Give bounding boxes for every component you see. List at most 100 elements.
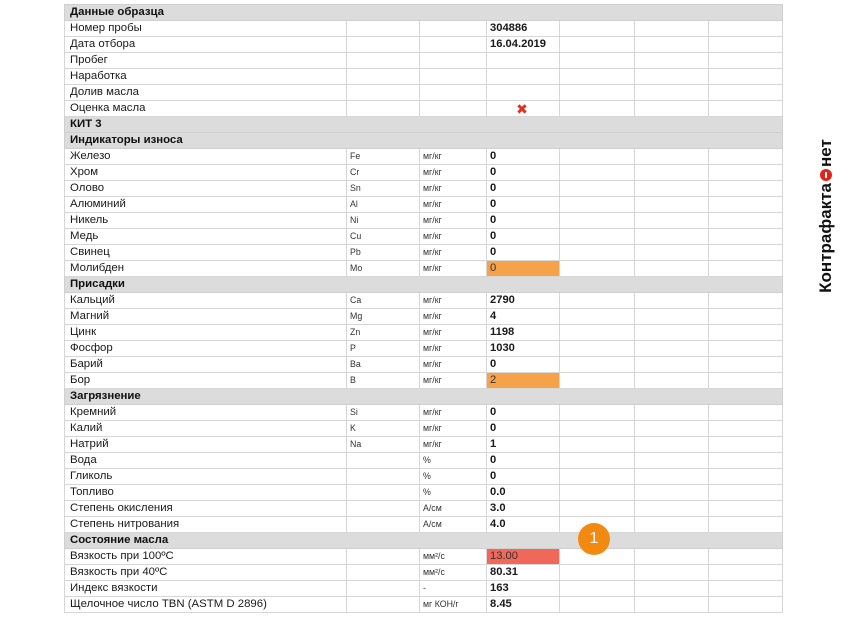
element-symbol: Cu	[346, 228, 420, 245]
table-row: Вода% 0	[64, 452, 784, 469]
value-cell: 8.45	[486, 596, 560, 613]
value-cell: 0	[486, 356, 560, 373]
table-row: Магний Mg мг/кг 4	[64, 308, 784, 325]
empty-cell	[559, 324, 635, 341]
parameter-name: Вода	[64, 452, 347, 469]
element-symbol	[346, 484, 420, 501]
empty-cell	[559, 292, 635, 309]
table-row: Вязкость при 40ºC мм²/с 80.31	[64, 564, 784, 581]
unit-cell: мг/кг	[419, 324, 487, 341]
value-cell: 163	[486, 580, 560, 597]
value-cell	[486, 52, 560, 69]
empty-cell	[559, 196, 635, 213]
table-row: Дата отбора 16.04.2019	[64, 36, 784, 53]
unit-cell: %	[419, 468, 487, 485]
empty-cell	[559, 468, 635, 485]
table-row: Степень окисления А/см 3.0	[64, 500, 784, 517]
empty-cell	[634, 548, 709, 565]
parameter-name: Цинк	[64, 324, 347, 341]
parameter-name: Оценка масла	[64, 100, 347, 117]
parameter-name: Дата отбора	[64, 36, 347, 53]
unit-cell: %	[419, 484, 487, 501]
watermark-text-right: нет	[816, 139, 835, 168]
table-row: Вязкость при 100ºC мм²/с 13.00	[64, 548, 784, 565]
watermark-text-left: Контрафакта	[816, 183, 835, 293]
value-cell: 0	[486, 148, 560, 165]
empty-cell	[707, 548, 784, 565]
unit-cell: мм²/с	[419, 564, 487, 581]
parameter-name: Наработка	[64, 68, 347, 85]
element-symbol: Zn	[346, 324, 420, 341]
empty-cell	[634, 164, 709, 181]
empty-cell	[559, 36, 635, 53]
empty-cell	[707, 516, 784, 533]
section-title: Данные образца	[63, 4, 784, 21]
empty-cell	[707, 164, 784, 181]
table-row: Свинец Pb мг/кг 0	[64, 244, 784, 261]
empty-cell	[634, 244, 709, 261]
element-symbol: Al	[346, 196, 420, 213]
empty-cell	[634, 308, 709, 325]
empty-cell	[707, 52, 784, 69]
empty-cell	[559, 260, 635, 277]
unit-cell	[419, 52, 487, 69]
parameter-name: Свинец	[64, 244, 347, 261]
value-cell	[486, 68, 560, 85]
value-cell: ✖	[486, 100, 560, 117]
empty-cell	[559, 244, 635, 261]
element-symbol: Fe	[346, 148, 420, 165]
empty-cell	[634, 260, 709, 277]
empty-cell	[559, 308, 635, 325]
section-header-row: Присадки	[63, 276, 784, 293]
unit-cell: мг/кг	[419, 164, 487, 181]
element-symbol: Ba	[346, 356, 420, 373]
parameter-name: Калий	[64, 420, 347, 437]
value-cell: 80.31	[486, 564, 560, 581]
empty-cell	[559, 20, 635, 37]
empty-cell	[707, 404, 784, 421]
empty-cell	[559, 164, 635, 181]
parameter-name: Номер пробы	[64, 20, 347, 37]
value-cell: 1030	[486, 340, 560, 357]
unit-cell: -	[419, 580, 487, 597]
empty-cell	[707, 212, 784, 229]
empty-cell	[634, 596, 709, 613]
unit-cell: А/см	[419, 516, 487, 533]
element-symbol	[346, 580, 420, 597]
empty-cell	[707, 340, 784, 357]
empty-cell	[707, 20, 784, 37]
parameter-name: Молибден	[64, 260, 347, 277]
unit-cell	[419, 20, 487, 37]
value-cell: 4.0	[486, 516, 560, 533]
empty-cell	[634, 212, 709, 229]
parameter-name: Вязкость при 100ºC	[64, 548, 347, 565]
parameter-name: Хром	[64, 164, 347, 181]
section-title: Индикаторы износа	[63, 132, 784, 149]
value-cell: 0	[486, 180, 560, 197]
section-title: Присадки	[63, 276, 784, 293]
empty-cell	[634, 84, 709, 101]
empty-cell	[559, 436, 635, 453]
empty-cell	[634, 180, 709, 197]
unit-cell: мг/кг	[419, 244, 487, 261]
element-symbol	[346, 20, 420, 37]
empty-cell	[707, 420, 784, 437]
element-symbol: Cr	[346, 164, 420, 181]
unit-cell: мг/кг	[419, 356, 487, 373]
empty-cell	[634, 500, 709, 517]
empty-cell	[634, 516, 709, 533]
parameter-name: Алюминий	[64, 196, 347, 213]
section-title: КИТ 3	[63, 116, 784, 133]
empty-cell	[707, 84, 784, 101]
element-symbol	[346, 452, 420, 469]
value-cell: 0	[486, 452, 560, 469]
parameter-name: Железо	[64, 148, 347, 165]
fail-x-icon: ✖	[516, 100, 528, 117]
empty-cell	[707, 36, 784, 53]
empty-cell	[634, 36, 709, 53]
element-symbol: Na	[346, 436, 420, 453]
unit-cell: мг КОН/г	[419, 596, 487, 613]
table-row: Алюминий Al мг/кг 0	[64, 196, 784, 213]
empty-cell	[707, 100, 784, 117]
